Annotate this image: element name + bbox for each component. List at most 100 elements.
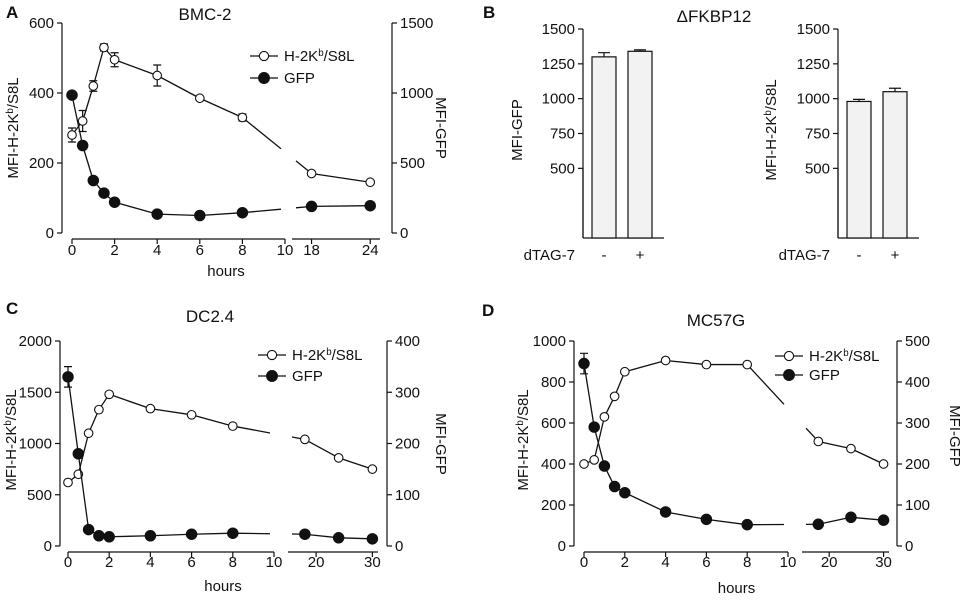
left-y-axis-label-tail: /S8L xyxy=(515,389,532,420)
left-y-axis-label-tail: /S8L xyxy=(5,77,22,108)
left-y-tick-label: 0 xyxy=(44,538,52,555)
x-tick-label: 30 xyxy=(364,554,381,571)
series-line-segment xyxy=(665,511,707,520)
x-tick-label: 6 xyxy=(196,242,204,259)
series-line-segment xyxy=(150,533,192,537)
left-y-tick-label: 2000 xyxy=(19,333,52,350)
data-point-open xyxy=(878,459,889,469)
y-tick-label: 500 xyxy=(805,160,830,177)
data-point-filled xyxy=(98,187,110,199)
right-y-tick-label: 0 xyxy=(905,538,913,555)
data-point-open xyxy=(145,403,156,414)
y-axis-label-main: MFI-GFP xyxy=(509,99,526,161)
x-tick-label: 4 xyxy=(146,554,154,571)
legend-label-main: H-2K xyxy=(292,347,326,364)
data-point-filled xyxy=(151,208,163,220)
series-line-segment xyxy=(108,393,151,410)
legend-marker-filled xyxy=(258,72,270,84)
series-line-segment xyxy=(242,208,282,214)
x-tick-label: 24 xyxy=(362,242,379,259)
panel-letter: D xyxy=(482,301,494,320)
y-axis-label-sup: b xyxy=(763,110,774,116)
category-label: + xyxy=(891,247,900,264)
legend-marker-open xyxy=(266,349,278,361)
legend-label: GFP xyxy=(809,367,840,384)
data-point-filled xyxy=(608,480,621,493)
legend-marker-open xyxy=(783,350,795,362)
x-tick-label: 18 xyxy=(303,242,320,259)
series-line-segment xyxy=(624,492,666,513)
series-line-segment xyxy=(150,408,192,416)
data-point-open xyxy=(609,391,620,402)
series-line-segment xyxy=(77,453,90,530)
legend-label: H-2Kb/S8L xyxy=(284,48,354,66)
series-line-segment xyxy=(232,425,271,434)
data-point-filled xyxy=(700,513,713,526)
left-y-tick-label: 0 xyxy=(46,225,54,242)
data-point-filled xyxy=(812,518,825,531)
x-tick-label: 6 xyxy=(702,554,710,571)
data-point-open xyxy=(109,54,120,65)
x-tick-label: 30 xyxy=(875,554,892,571)
data-point-filled xyxy=(845,511,857,524)
series-line-segment xyxy=(311,205,371,208)
series-line-segment xyxy=(71,94,84,146)
y-axis-label: MFI-H-2Kb/S8L xyxy=(763,79,781,180)
data-point-filled xyxy=(659,506,672,518)
left-y-axis-label-tail: /S8L xyxy=(3,389,20,420)
left-y-axis-label: MFI-H-2Kb/S8L xyxy=(5,77,23,178)
series-line-segment xyxy=(156,74,201,99)
series-line-segment xyxy=(304,438,339,459)
bar-subplot: 500 750 1000 1250 1500 MFI-GFP - + dTAG-7 xyxy=(509,21,664,264)
x-tick-label: 2 xyxy=(110,242,118,259)
right-y-tick-label: 1500 xyxy=(400,15,433,32)
left-y-tick-label: 1500 xyxy=(19,384,52,401)
legend-label-sup: b xyxy=(326,347,332,358)
error-bar xyxy=(889,87,901,92)
data-point-filled xyxy=(194,209,206,222)
data-point-filled xyxy=(619,486,631,499)
right-y-tick-label: 400 xyxy=(395,333,420,350)
right-y-tick-label: 0 xyxy=(395,538,403,555)
y-axis-label-tail: /S8L xyxy=(763,79,780,110)
left-y-axis-label-main: MFI-H-2K xyxy=(515,426,532,491)
error-bar xyxy=(598,52,610,57)
data-point-open xyxy=(77,116,88,126)
right-y-tick-label: 200 xyxy=(905,456,930,473)
x-axis-label: hours xyxy=(207,263,245,280)
series-line-segment xyxy=(114,201,158,215)
left-y-tick-label: 600 xyxy=(29,15,54,32)
data-point-open xyxy=(83,428,94,439)
left-y-tick-label: 1000 xyxy=(19,436,52,453)
data-point-filled xyxy=(103,531,115,543)
series-line-segment xyxy=(199,212,243,217)
y-axis-label: MFI-GFP xyxy=(509,99,526,161)
right-y-tick-label: 500 xyxy=(905,333,930,350)
data-point-open xyxy=(94,404,104,415)
x-tick-label: 10 xyxy=(277,242,294,259)
data-point-open xyxy=(367,464,378,474)
x-tick-label: 4 xyxy=(661,554,669,571)
legend-marker-filled xyxy=(783,369,795,381)
x-tick-label: 10 xyxy=(780,554,797,571)
bar-subplot: 500 750 1000 1250 1500 MFI-H-2Kb/S8L - + dTAG-7 xyxy=(763,21,919,264)
y-tick-label: 1000 xyxy=(542,91,575,108)
data-point-open xyxy=(186,409,197,420)
data-point-filled xyxy=(877,514,890,526)
data-point-filled xyxy=(82,523,95,536)
data-point-filled xyxy=(299,528,311,540)
data-point-open xyxy=(701,359,712,370)
panel-D: D MC57G 0 200 400 600 800 1000 0 100 200 300 400 500 0… xyxy=(482,301,963,597)
right-y-tick-label: 400 xyxy=(905,374,930,391)
panel-title: BMC-2 xyxy=(179,5,232,24)
y-tick-label: 500 xyxy=(550,160,575,177)
series-line-segment xyxy=(199,97,243,119)
data-point-filled xyxy=(366,533,379,545)
left-y-tick-label: 200 xyxy=(541,497,566,514)
right-y-axis-label: MFI-GFP xyxy=(432,413,449,475)
left-y-tick-label: 400 xyxy=(541,456,566,473)
left-y-axis-label: MFI-H-2Kb/S8L xyxy=(515,389,533,490)
x-tick-label: 4 xyxy=(153,242,161,259)
data-point-filled xyxy=(108,196,121,208)
